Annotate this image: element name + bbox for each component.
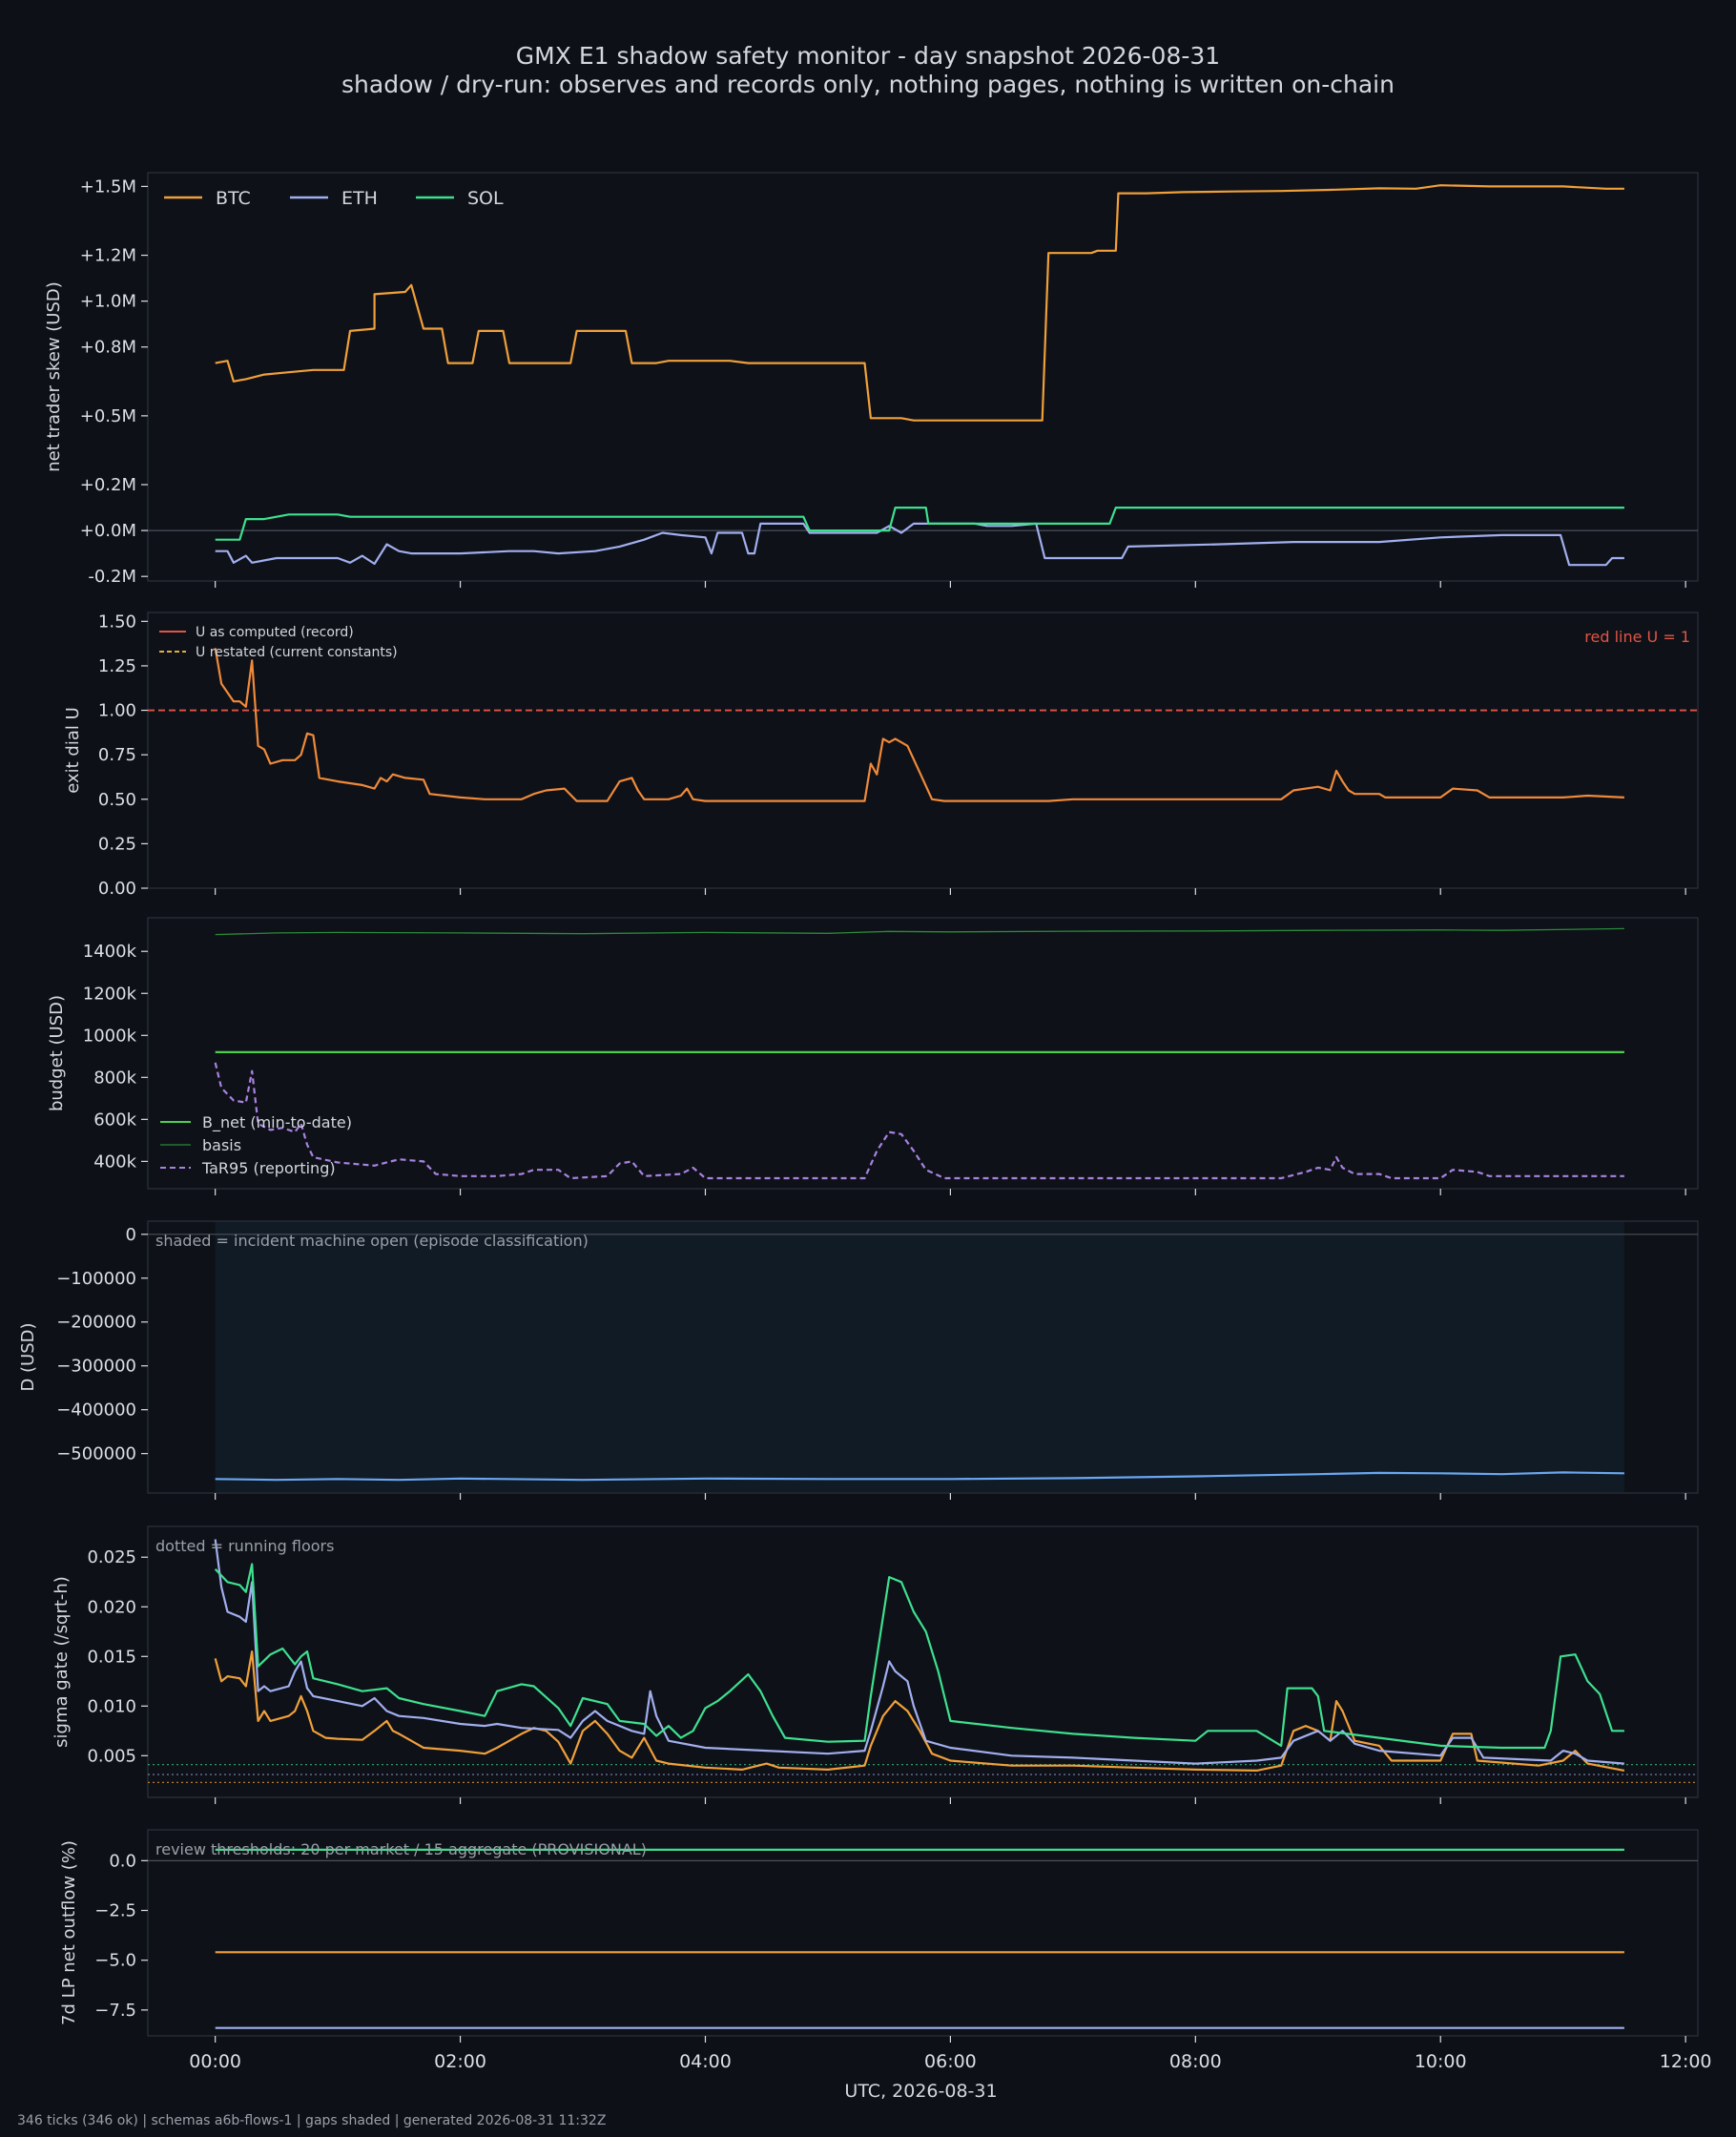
y-tick-label: 600k [93,1110,136,1130]
y-axis-label: exit dial U [63,707,83,794]
plot-frame [147,172,1699,582]
x-tick-label: 02:00 [434,2051,486,2072]
panel-drawdown: 0 −100000 −200000 −300000 −400000 −500000 D (U… [18,1220,1699,1500]
y-tick-label: 0.005 [87,1746,136,1766]
x-tick-label: 06:00 [924,2051,977,2072]
x-axis-label: UTC, 2026-08-31 [844,2081,997,2102]
y-tick-label: +0.5M [80,406,136,426]
panel-note: shaded = incident machine open (episode … [155,1232,589,1250]
y-tick-label: 0.75 [98,745,136,765]
x-tick-label: 10:00 [1415,2051,1467,2072]
chart-subtitle: shadow / dry-run: observes and records o… [341,71,1395,98]
y-axis-label: budget (USD) [47,995,67,1111]
series-line-eth [215,522,1624,567]
legend-label: BTC [216,188,251,209]
incident-shade [215,1222,1624,1492]
y-tick-label: 0.025 [87,1547,136,1567]
y-tick-label: 0.020 [87,1597,136,1617]
y-tick-label: 0.010 [87,1696,136,1716]
legend-label: U restated (current constants) [196,645,398,660]
series-line-btc [214,1650,1625,1772]
y-tick-label: +1.2M [80,246,136,266]
y-axis-label: sigma gate (/sqrt-h) [52,1576,72,1748]
y-tick-label: 1.50 [98,612,136,632]
y-tick-label: 400k [93,1151,136,1172]
y-tick-label: +0.0M [80,521,136,541]
red-line-annotation: red line U = 1 [1584,628,1690,646]
plot-frame [147,1829,1699,2037]
x-tick-label: 04:00 [679,2051,732,2072]
panel-note: dotted = running floors [155,1537,334,1555]
y-tick-label: −100000 [56,1269,136,1289]
y-tick-label: 800k [93,1068,136,1088]
y-tick-label: −500000 [56,1444,136,1464]
legend-label: ETH [341,188,378,209]
series-line-eth [214,1539,1624,1765]
panel-note: review thresholds: 20 per market / 15 ag… [155,1840,647,1858]
y-tick-label: +0.2M [80,475,136,495]
y-axis-label: 7d LP net outflow (%) [59,1840,79,2025]
legend-label: B_net (min-to-date) [202,1113,352,1132]
y-tick-label: −300000 [56,1357,136,1377]
footer-status: 346 ticks (346 ok) | schemas a6b-flows-1… [17,2113,607,2128]
panel-exit: 0.00 0.25 0.50 0.75 1.00 1.25 1.50 exit dial U r… [63,612,1699,899]
panel-budget: 400k 600k 800k 1000k 1200k 1400k budget (USD) B… [47,917,1699,1195]
y-tick-label: 0.0 [109,1851,136,1871]
y-tick-label: 0.25 [98,834,136,854]
y-tick-label: −2.5 [94,1901,136,1921]
x-tick-label: 00:00 [189,2051,241,2072]
y-tick-label: 1400k [83,942,137,962]
y-tick-label: −400000 [56,1400,136,1421]
series-line-sol [215,507,1624,541]
x-tick-label: 12:00 [1660,2051,1712,2072]
legend-label: U as computed (record) [196,625,354,640]
y-tick-label: 1.00 [98,701,136,721]
legend-label: basis [202,1136,241,1154]
y-tick-label: -0.2M [88,567,136,587]
y-axis-label: net trader skew (USD) [44,281,64,472]
legend-label: TaR95 (reporting) [201,1159,336,1177]
x-tick-label: 08:00 [1169,2051,1222,2072]
legend-label: SOL [467,188,504,209]
series-line-d [215,1471,1624,1482]
y-tick-label: 0.015 [87,1647,136,1667]
panel-lp_outflow: 0.0 −2.5 −5.0 −7.5 7d LP net outflow (%) revi… [59,1829,1699,2043]
y-tick-label: 1.25 [98,656,136,676]
plot-frame [147,612,1699,889]
series-line-tar95 [214,1062,1624,1180]
y-tick-label: −5.0 [94,1951,136,1971]
y-tick-label: 0.00 [98,879,136,899]
y-tick-label: +1.0M [80,292,136,312]
y-tick-label: +0.8M [80,338,136,358]
y-tick-label: −7.5 [94,2001,136,2021]
series-line-u [214,648,1624,802]
y-tick-label: 1200k [83,984,137,1004]
series-line-btc [215,184,1624,422]
y-tick-label: 1000k [83,1026,137,1046]
y-axis-label: D (USD) [18,1322,38,1391]
y-tick-label: −200000 [56,1313,136,1333]
panel-skew: -0.2M +0.0M +0.2M +0.5M +0.8M +1.0M +1.2M +1.5M… [44,172,1699,588]
panel-sigma: 0.005 0.010 0.015 0.020 0.025 sigma gate (/sq… [52,1525,1699,1804]
series-line-basis [215,927,1624,936]
chart-title: GMX E1 shadow safety monitor - day snaps… [515,42,1221,70]
y-tick-label: 0.50 [98,790,136,810]
plot-frame [147,1525,1699,1798]
y-tick-label: 0 [126,1225,136,1245]
series-line-sol [214,1563,1624,1750]
y-tick-label: +1.5M [80,176,136,197]
